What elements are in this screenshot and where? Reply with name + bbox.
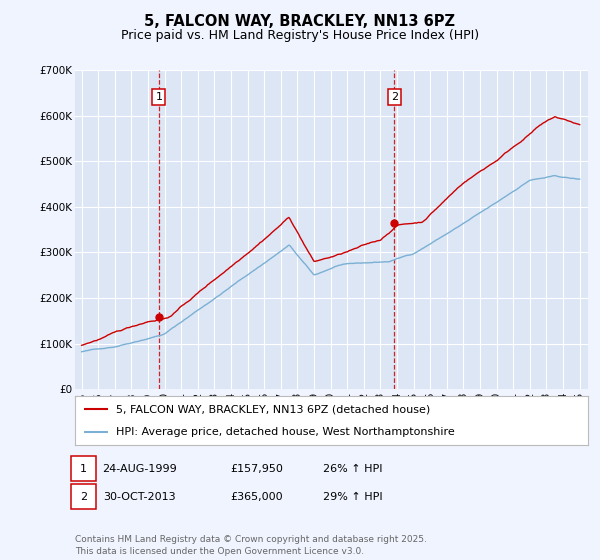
Text: 5, FALCON WAY, BRACKLEY, NN13 6PZ: 5, FALCON WAY, BRACKLEY, NN13 6PZ (145, 14, 455, 29)
Text: £157,950: £157,950 (230, 464, 283, 474)
Text: 5, FALCON WAY, BRACKLEY, NN13 6PZ (detached house): 5, FALCON WAY, BRACKLEY, NN13 6PZ (detac… (116, 404, 430, 414)
Text: Contains HM Land Registry data © Crown copyright and database right 2025.
This d: Contains HM Land Registry data © Crown c… (75, 535, 427, 556)
Text: HPI: Average price, detached house, West Northamptonshire: HPI: Average price, detached house, West… (116, 427, 455, 437)
Text: 24-AUG-1999: 24-AUG-1999 (103, 464, 177, 474)
Text: 1: 1 (80, 464, 87, 474)
Text: 1: 1 (155, 92, 163, 102)
Text: 2: 2 (80, 492, 87, 502)
Text: 29% ↑ HPI: 29% ↑ HPI (323, 492, 383, 502)
Text: Price paid vs. HM Land Registry's House Price Index (HPI): Price paid vs. HM Land Registry's House … (121, 29, 479, 42)
Text: 2: 2 (391, 92, 398, 102)
Text: 30-OCT-2013: 30-OCT-2013 (103, 492, 176, 502)
Text: £365,000: £365,000 (230, 492, 283, 502)
Text: 26% ↑ HPI: 26% ↑ HPI (323, 464, 383, 474)
